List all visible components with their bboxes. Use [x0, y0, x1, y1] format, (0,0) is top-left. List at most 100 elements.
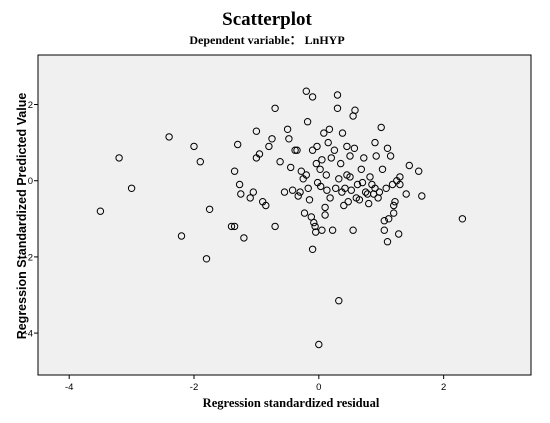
data-point [202, 255, 211, 263]
data-point [313, 142, 321, 151]
data-point [330, 146, 339, 154]
data-point [249, 188, 258, 196]
data-point [380, 226, 388, 234]
data-point [255, 150, 264, 158]
data-point [395, 230, 403, 238]
data-point [271, 222, 279, 231]
chart-title: Scatterplot [222, 9, 312, 30]
data-point [294, 192, 302, 200]
data-point [333, 91, 342, 99]
data-point [237, 190, 245, 198]
data-point [318, 156, 326, 164]
data-point [324, 138, 332, 147]
data-point [335, 175, 343, 183]
data-point [358, 178, 367, 187]
data-point [315, 340, 323, 349]
data-point [240, 234, 248, 242]
data-point [390, 209, 398, 217]
x-tick-label: -4 [65, 382, 73, 393]
data-point [344, 198, 352, 206]
data-point [305, 196, 314, 204]
data-point [318, 226, 326, 234]
data-point [310, 218, 318, 227]
data-point [386, 152, 395, 160]
data-point [375, 188, 384, 196]
data-point [262, 201, 270, 210]
x-axis-ticks: -4 -2 0 2 [65, 375, 446, 393]
data-point [383, 238, 392, 246]
data-point [311, 222, 319, 231]
data-point [308, 245, 317, 254]
plot-area [37, 54, 532, 376]
data-point [205, 205, 214, 214]
data-point [308, 146, 317, 154]
data-point [383, 144, 392, 153]
data-point [396, 180, 404, 189]
data-point [418, 192, 426, 200]
data-point [382, 184, 390, 193]
data-point [115, 154, 123, 162]
data-point [346, 152, 354, 160]
data-point [332, 184, 340, 193]
data-point [302, 171, 310, 179]
data-point [285, 135, 293, 143]
data-point [280, 188, 289, 196]
data-point [366, 173, 374, 181]
data-point [265, 142, 273, 151]
data-point [361, 188, 370, 196]
data-point [276, 158, 284, 166]
data-point [415, 167, 423, 175]
data-point [235, 180, 244, 189]
data-point [271, 104, 279, 113]
data-point [323, 186, 331, 194]
data-point [177, 232, 186, 240]
data-point [335, 297, 343, 305]
data-point [365, 199, 373, 208]
data-point [402, 190, 410, 198]
data-point [322, 171, 330, 179]
y-axis-label: Regression Standardized Predicted Value [15, 93, 29, 340]
data-points [96, 87, 467, 349]
data-point [350, 144, 359, 153]
data-point [390, 201, 398, 210]
data-point [347, 186, 355, 194]
data-point [196, 158, 205, 166]
data-point [246, 194, 254, 202]
data-point [388, 180, 397, 189]
data-point [321, 211, 329, 219]
data-point [385, 215, 393, 223]
data-point [317, 182, 325, 191]
data-point [303, 118, 312, 126]
y-tick-label: 2 [28, 100, 33, 111]
data-point [300, 209, 309, 217]
data-point [353, 180, 362, 189]
data-point [308, 93, 317, 101]
data-point [283, 125, 292, 134]
data-point [227, 222, 236, 231]
data-point [252, 127, 261, 135]
data-point [287, 163, 295, 172]
data-point [355, 196, 364, 204]
x-axis-label: Regression standardized residual [203, 396, 380, 410]
data-point [349, 226, 357, 234]
data-point [326, 194, 334, 202]
chart-subtitle: Dependent variable： LnHYP [189, 33, 344, 47]
data-point [312, 159, 320, 168]
data-point [333, 104, 342, 113]
data-point [351, 106, 359, 114]
y-tick-label: -2 [25, 252, 33, 263]
data-point [377, 123, 385, 132]
data-point [297, 167, 305, 175]
data-point [268, 135, 276, 143]
data-point [380, 217, 388, 225]
y-tick-label: -4 [25, 329, 33, 340]
data-point [321, 203, 329, 212]
data-point [165, 133, 173, 141]
data-point [327, 154, 335, 162]
data-point [338, 129, 347, 137]
data-point [302, 87, 310, 95]
data-point [230, 167, 239, 175]
data-point [340, 201, 348, 210]
y-tick-label: 0 [28, 176, 33, 187]
